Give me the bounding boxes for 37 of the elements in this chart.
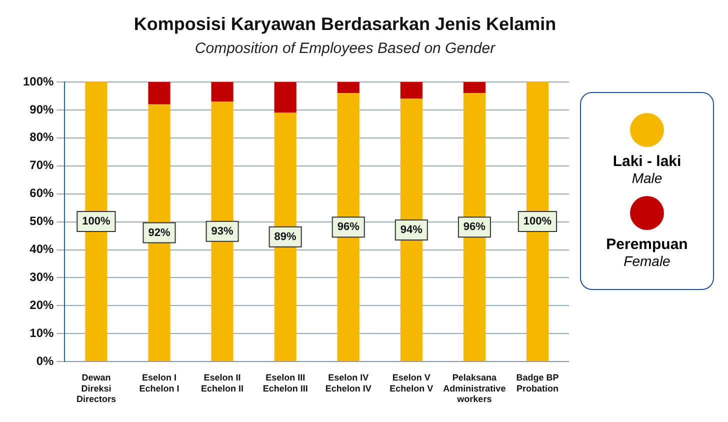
y-tick-label: 30% (30, 270, 54, 284)
data-label: 93% (211, 225, 234, 238)
data-label: 96% (463, 221, 486, 234)
legend-label: Perempuan Female (605, 236, 689, 269)
chart-title: Komposisi Karyawan Berdasarkan Jenis Kelamin (132, 14, 558, 35)
y-tick-label: 50% (30, 214, 54, 228)
y-tick-label: 90% (30, 102, 54, 116)
y-tick-label: 100% (22, 74, 54, 88)
y-tick-label: 40% (30, 242, 54, 256)
legend-label: Laki - laki Male (612, 153, 682, 186)
y-tick-label: 80% (30, 130, 54, 144)
data-label: 89% (274, 230, 297, 243)
bar (463, 82, 486, 94)
data-label: 100% (523, 216, 552, 228)
data-label: 100% (82, 216, 110, 228)
x-tick-label: Eselon V Echelon V (390, 372, 434, 394)
bar (337, 82, 360, 94)
y-tick-label: 70% (30, 158, 54, 172)
bar (211, 82, 234, 102)
bar (400, 82, 422, 99)
data-label: 92% (148, 226, 170, 239)
data-label: 96% (337, 221, 360, 234)
x-tick-label: Eselon III Echelon III (262, 372, 308, 394)
x-tick-label: Eselon IV Echelon IV (325, 372, 372, 394)
x-tick-label: Eselon II Echelon II (201, 372, 244, 394)
data-label: 94% (400, 224, 423, 236)
x-tick-label: Badge BP Probation (516, 372, 559, 394)
chart-subtitle: Composition of Employees Based on Gender (194, 40, 496, 57)
x-tick-label: Pelaksana Administrative workers (443, 372, 506, 404)
x-tick-label: Dewan Direksi Directors (76, 372, 116, 404)
y-tick-label: 10% (30, 326, 54, 340)
y-tick-label: 60% (30, 186, 54, 200)
y-tick-label: 20% (30, 298, 54, 312)
x-tick-label: Eselon I Echelon I (139, 372, 180, 394)
bar (148, 82, 170, 104)
y-tick-label: 0% (36, 354, 54, 368)
bar (274, 82, 296, 113)
